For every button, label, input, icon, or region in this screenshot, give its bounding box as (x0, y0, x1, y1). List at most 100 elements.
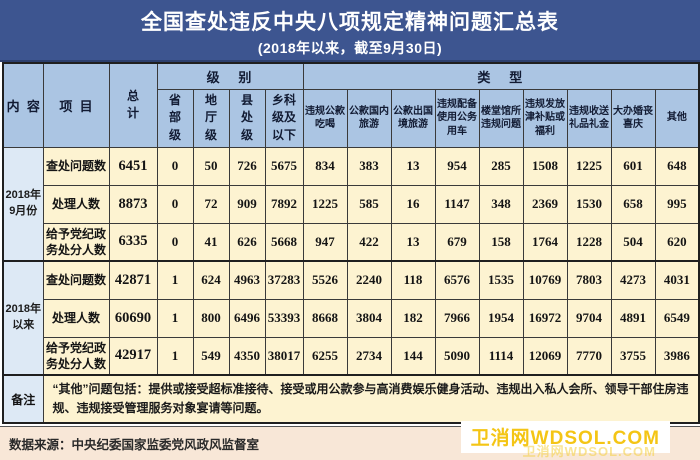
watermark-text: 卫消网WDSOL.COM (470, 428, 660, 449)
data-cell: 38017 (264, 336, 304, 376)
row-label: 处理人数 (42, 298, 110, 338)
data-cell: 1 (156, 298, 194, 338)
data-cell: 6549 (654, 298, 700, 338)
data-cell: 2369 (522, 184, 568, 224)
data-cell: 41 (192, 222, 230, 262)
col-header-type-domestic-travel: 公款国内旅游 (346, 88, 392, 148)
page-subtitle: (2018年以来，截至9月30日) (257, 40, 443, 57)
data-cell: 13 (390, 146, 436, 186)
col-header-type-official-cars: 违规配备使用公务用车 (434, 88, 480, 148)
data-cell: 4963 (228, 260, 266, 300)
total-cell: 8873 (108, 184, 158, 224)
data-cell: 50 (192, 146, 230, 186)
data-cell: 947 (302, 222, 348, 262)
data-cell: 1114 (478, 336, 524, 376)
total-cell: 42871 (108, 260, 158, 300)
row-label: 给予党纪政务处分人数 (42, 336, 110, 376)
col-header-total-text: 总计 (126, 88, 139, 121)
data-cell: 285 (478, 146, 524, 186)
total-cell: 60690 (108, 298, 158, 338)
data-cell: 995 (654, 184, 700, 224)
data-cell: 1530 (566, 184, 612, 224)
data-cell: 0 (156, 184, 194, 224)
data-cell: 1147 (434, 184, 480, 224)
data-cell: 726 (228, 146, 266, 186)
data-cell: 3755 (610, 336, 656, 376)
data-cell: 4031 (654, 260, 700, 300)
col-header-level-township: 乡科级及以下 (264, 88, 304, 148)
data-cell: 5526 (302, 260, 348, 300)
col-header-level-provincial: 省部级 (156, 88, 194, 148)
data-cell: 549 (192, 336, 230, 376)
data-cell: 4273 (610, 260, 656, 300)
row-label: 处理人数 (42, 184, 110, 224)
col-header-total: 总计 (108, 62, 158, 148)
table-row: 处理人数 60690 1 800 6496 53393 8668 3804 18… (3, 298, 700, 338)
summary-table: 内 容 项 目 总计 级 别 类 型 省部级 地厅级 县处级 乡科级及以下 违规… (2, 62, 700, 424)
data-cell: 6576 (434, 260, 480, 300)
data-cell: 6496 (228, 298, 266, 338)
data-cell: 4891 (610, 298, 656, 338)
data-cell: 16 (390, 184, 436, 224)
note-row: 备注 “其他”问题包括：提供或接受超标准接待、接受或用公款参与高消费娱乐健身活动… (2, 374, 700, 424)
data-cell: 422 (346, 222, 392, 262)
data-cell: 182 (390, 298, 436, 338)
col-header-type-gifts: 违规收送礼品礼金 (566, 88, 612, 148)
data-cell: 118 (390, 260, 436, 300)
data-cell: 504 (610, 222, 656, 262)
data-cell: 2240 (346, 260, 392, 300)
data-cell: 1954 (478, 298, 524, 338)
data-cell: 3804 (346, 298, 392, 338)
table-row: 处理人数 8873 0 72 909 7892 1225 585 16 1147… (3, 184, 700, 224)
data-cell: 158 (478, 222, 524, 262)
watermark: 卫消网WDSOL.COM (460, 421, 670, 453)
data-cell: 1225 (302, 184, 348, 224)
data-cell: 0 (156, 146, 194, 186)
table-row: 2018年 9月份 查处问题数 6451 0 50 726 5675 834 3… (2, 146, 700, 262)
table-row: 给予党纪政务处分人数 6335 0 41 626 5668 947 422 13… (3, 222, 700, 262)
data-cell: 12069 (522, 336, 568, 376)
col-header-level-provincial-text: 省部级 (168, 92, 181, 142)
data-cell: 1228 (566, 222, 612, 262)
data-cell: 5668 (264, 222, 304, 262)
data-cell: 620 (654, 222, 700, 262)
col-header-type-overseas-travel: 公款出国境旅游 (390, 88, 436, 148)
header-row-columns: 省部级 地厅级 县处级 乡科级及以下 违规公款吃喝 公款国内旅游 公款出国境旅游… (3, 88, 700, 148)
data-cell: 679 (434, 222, 480, 262)
col-header-content: 内 容 (2, 62, 44, 148)
header-row-groups: 内 容 项 目 总计 级 别 类 型 (2, 62, 700, 148)
col-header-level-county: 县处级 (228, 88, 266, 148)
data-cell: 53393 (264, 298, 304, 338)
data-cell: 800 (192, 298, 230, 338)
col-header-level-township-text: 乡科级及以下 (272, 92, 297, 142)
table-row: 给予党纪政务处分人数 42917 1 549 4350 38017 6255 2… (3, 336, 700, 376)
data-cell: 648 (654, 146, 700, 186)
data-cell: 383 (346, 146, 392, 186)
col-header-type-weddings: 大办婚丧喜庆 (610, 88, 656, 148)
data-cell: 348 (478, 184, 524, 224)
data-cell: 13 (390, 222, 436, 262)
data-cell: 1508 (522, 146, 568, 186)
data-cell: 5090 (434, 336, 480, 376)
data-cell: 1225 (566, 146, 612, 186)
row-label: 查处问题数 (42, 146, 110, 186)
col-header-level-prefecture: 地厅级 (192, 88, 230, 148)
data-cell: 7966 (434, 298, 480, 338)
total-cell: 6451 (108, 146, 158, 186)
data-cell: 6255 (302, 336, 348, 376)
data-cell: 658 (610, 184, 656, 224)
data-cell: 601 (610, 146, 656, 186)
data-cell: 7770 (566, 336, 612, 376)
col-header-type-buildings: 楼堂馆所违规问题 (478, 88, 524, 148)
col-header-level-prefecture-text: 地厅级 (204, 92, 217, 142)
data-cell: 9704 (566, 298, 612, 338)
data-cell: 2734 (346, 336, 392, 376)
data-cell: 144 (390, 336, 436, 376)
note-text: “其他”问题包括：提供或接受超标准接待、接受或用公款参与高消费娱乐健身活动、违规… (42, 374, 700, 424)
data-cell: 16972 (522, 298, 568, 338)
data-cell: 1 (156, 336, 194, 376)
data-cell: 7803 (566, 260, 612, 300)
data-cell: 8668 (302, 298, 348, 338)
data-cell: 4350 (228, 336, 266, 376)
